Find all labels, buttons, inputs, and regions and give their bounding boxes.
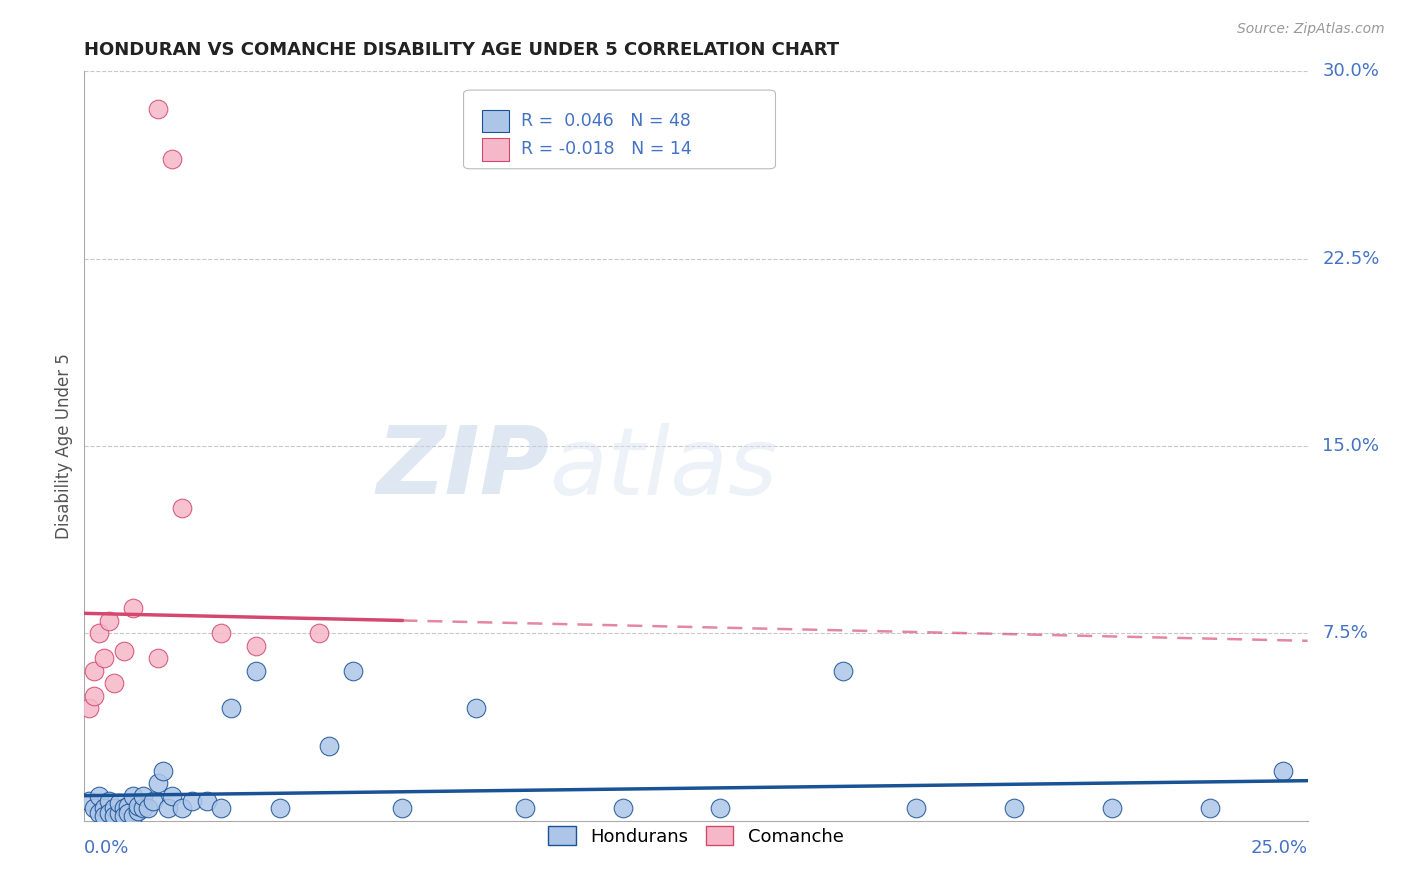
Point (132, 801, 155, 815)
Point (146, 776, 169, 790)
Point (1101, 801, 1123, 815)
FancyBboxPatch shape (464, 90, 776, 169)
Point (117, 798, 139, 813)
Text: Source: ZipAtlas.com: Source: ZipAtlas.com (1237, 22, 1385, 37)
Point (136, 801, 159, 815)
Point (127, 804, 149, 818)
Point (107, 796, 129, 810)
Point (318, 739, 340, 753)
Point (127, 798, 149, 813)
Point (342, 664, 364, 678)
FancyBboxPatch shape (482, 110, 509, 132)
Point (152, 764, 174, 778)
Text: 25.0%: 25.0% (1250, 839, 1308, 857)
Point (93, 808, 115, 822)
Point (1272, 764, 1295, 778)
Text: R = -0.018   N = 14: R = -0.018 N = 14 (522, 140, 692, 159)
Point (107, 806, 129, 821)
Point (122, 789, 145, 803)
Point (93, 801, 115, 815)
Point (245, 639, 267, 653)
Point (269, 801, 291, 815)
Point (117, 806, 139, 821)
Text: HONDURAN VS COMANCHE DISABILITY AGE UNDER 5 CORRELATION CHART: HONDURAN VS COMANCHE DISABILITY AGE UNDE… (84, 41, 839, 59)
Point (709, 801, 731, 815)
Point (146, 102, 169, 116)
Point (112, 801, 135, 815)
Text: 22.5%: 22.5% (1322, 250, 1379, 268)
Point (142, 794, 165, 808)
Point (103, 801, 125, 815)
Point (83, 689, 105, 703)
Point (831, 664, 853, 678)
Point (181, 794, 204, 808)
Point (122, 601, 145, 615)
Point (464, 701, 486, 715)
Point (77, 701, 100, 715)
Point (87, 626, 110, 640)
Point (83, 664, 105, 678)
Point (391, 801, 413, 815)
Point (103, 676, 125, 690)
Point (162, 789, 184, 803)
Point (162, 152, 184, 166)
Point (97, 806, 120, 821)
Text: 30.0%: 30.0% (1322, 62, 1379, 80)
Point (132, 789, 155, 803)
Y-axis label: Disability Age Under 5: Disability Age Under 5 (55, 353, 73, 539)
Point (97, 614, 120, 628)
Point (209, 801, 232, 815)
Point (87, 806, 110, 821)
Point (83, 801, 105, 815)
Text: ZIP: ZIP (377, 423, 550, 515)
Point (146, 651, 169, 665)
Text: 0.0%: 0.0% (84, 839, 129, 857)
Text: 15.0%: 15.0% (1322, 437, 1379, 455)
Point (122, 808, 145, 822)
Text: atlas: atlas (550, 423, 778, 514)
Point (245, 664, 267, 678)
Point (219, 701, 242, 715)
Point (209, 626, 232, 640)
Point (103, 808, 125, 822)
Point (156, 801, 179, 815)
Point (93, 651, 115, 665)
Text: R =  0.046   N = 48: R = 0.046 N = 48 (522, 112, 690, 130)
Point (905, 801, 928, 815)
Point (308, 626, 330, 640)
Legend: Hondurans, Comanche: Hondurans, Comanche (541, 819, 851, 853)
Point (97, 794, 120, 808)
Point (513, 801, 536, 815)
Point (87, 789, 110, 803)
Point (172, 501, 194, 516)
Point (1198, 801, 1220, 815)
FancyBboxPatch shape (482, 138, 509, 161)
Point (112, 808, 135, 822)
Point (1002, 801, 1025, 815)
Point (172, 801, 194, 815)
Point (612, 801, 634, 815)
Point (112, 644, 135, 658)
Text: 7.5%: 7.5% (1322, 624, 1368, 642)
Point (77, 794, 100, 808)
Point (195, 794, 218, 808)
